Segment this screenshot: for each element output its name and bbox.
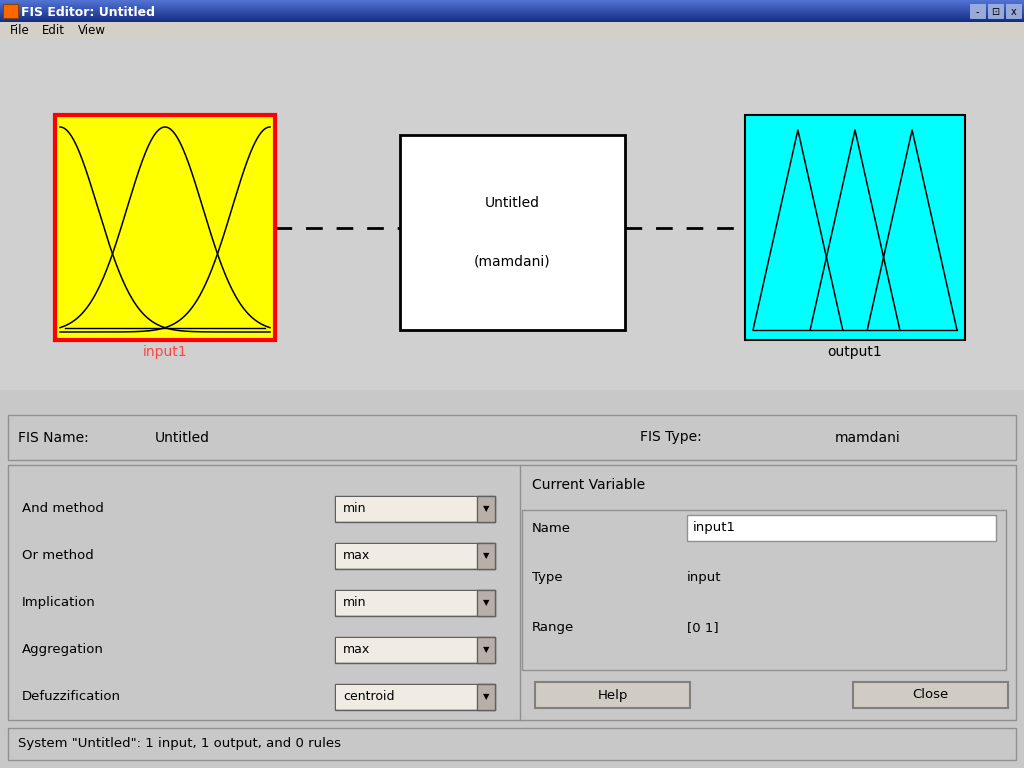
Bar (0, 20, 1024, 21)
Bar (8, 728, 1016, 760)
Bar (0, 3, 1024, 4)
Bar (0, 8, 1024, 9)
Bar (477, 637, 495, 663)
Text: Help: Help (597, 688, 628, 701)
Bar (400, 135, 625, 330)
Bar (0, 19, 1024, 20)
Text: output1: output1 (827, 345, 883, 359)
Text: Untitled: Untitled (485, 197, 540, 210)
Bar (477, 684, 495, 710)
Text: mamdani: mamdani (835, 431, 901, 445)
Bar (336, 637, 477, 661)
Bar (0, 4, 1024, 5)
Bar (0, 21, 1024, 22)
Text: Edit: Edit (42, 25, 65, 38)
Text: Range: Range (532, 621, 574, 634)
Bar (477, 590, 495, 615)
Text: -: - (976, 7, 979, 17)
Text: input1: input1 (142, 345, 187, 359)
Text: min: min (343, 502, 367, 515)
Bar (0, 40, 1024, 390)
Bar (0, 11, 1024, 12)
Bar (335, 590, 495, 615)
Bar (0, 5, 1024, 6)
Bar (336, 496, 477, 521)
Text: max: max (343, 549, 371, 562)
Text: Or method: Or method (22, 549, 94, 562)
Bar (0, 17, 1024, 18)
Bar (477, 542, 495, 568)
Bar (0, 15, 1024, 16)
Text: ▼: ▼ (482, 598, 489, 607)
Text: And method: And method (22, 502, 103, 515)
Bar (0, 6, 1024, 7)
Text: ▼: ▼ (482, 551, 489, 560)
Bar (0, 14, 1024, 15)
Bar (522, 510, 1006, 670)
Text: File: File (10, 25, 30, 38)
Bar (0, 0, 1024, 1)
Bar (8, 465, 1016, 720)
Bar (687, 515, 996, 541)
Text: ▼: ▼ (482, 692, 489, 701)
Text: FIS Type:: FIS Type: (640, 431, 701, 445)
Text: Implication: Implication (22, 596, 96, 609)
Bar (970, 4, 985, 18)
Text: Defuzzification: Defuzzification (22, 690, 121, 703)
Bar (336, 684, 477, 709)
Text: FIS Name:: FIS Name: (18, 431, 89, 445)
Bar (335, 637, 495, 663)
Bar (335, 542, 495, 568)
Text: Current Variable: Current Variable (532, 478, 645, 492)
Bar (853, 682, 1008, 708)
Bar (0, 13, 1024, 14)
Bar (335, 684, 495, 710)
Text: Aggregation: Aggregation (22, 643, 103, 656)
Text: x: x (1011, 7, 1017, 17)
Text: [0 1]: [0 1] (687, 621, 719, 634)
Bar (336, 544, 477, 568)
Bar (8, 415, 1016, 460)
Bar (477, 495, 495, 521)
Bar (745, 115, 965, 340)
Bar (0, 16, 1024, 17)
Text: Type: Type (532, 571, 562, 584)
Text: Name: Name (532, 521, 571, 535)
Text: View: View (78, 25, 106, 38)
Bar (336, 591, 477, 614)
Bar (0, 12, 1024, 13)
Text: ⊡: ⊡ (991, 7, 999, 17)
Bar (0, 22, 1024, 40)
Text: ▼: ▼ (482, 504, 489, 513)
Bar (988, 4, 1002, 18)
Bar (3, 4, 18, 18)
Text: Close: Close (912, 688, 948, 701)
Text: System "Untitled": 1 input, 1 output, and 0 rules: System "Untitled": 1 input, 1 output, an… (18, 737, 341, 750)
Bar (0, 7, 1024, 8)
Text: FIS Editor: Untitled: FIS Editor: Untitled (22, 5, 155, 18)
Text: max: max (343, 643, 371, 656)
Bar (0, 10, 1024, 11)
Bar (0, 1, 1024, 2)
Text: input1: input1 (693, 521, 736, 535)
Bar (335, 495, 495, 521)
Bar (0, 9, 1024, 10)
Text: input: input (687, 571, 722, 584)
Bar (1006, 4, 1021, 18)
Bar (535, 682, 690, 708)
Text: ▼: ▼ (482, 645, 489, 654)
Bar (0, 2, 1024, 3)
Text: Untitled: Untitled (155, 431, 210, 445)
Text: centroid: centroid (343, 690, 394, 703)
Text: min: min (343, 596, 367, 609)
Bar (55, 115, 275, 340)
Text: (mamdani): (mamdani) (474, 255, 551, 269)
Bar (0, 18, 1024, 19)
